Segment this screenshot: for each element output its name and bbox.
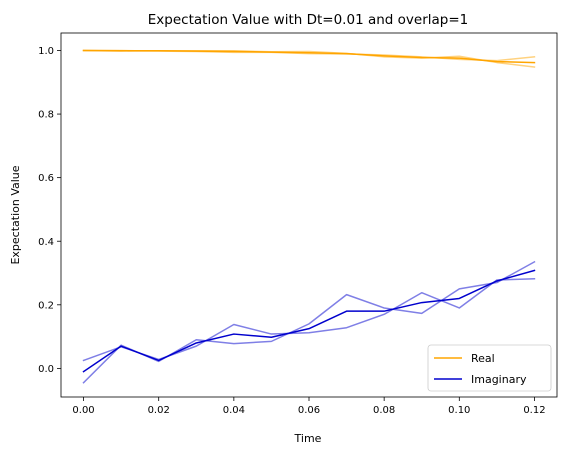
series-line-trial-5 bbox=[82, 277, 536, 362]
series-line-trial-4 bbox=[82, 260, 536, 384]
legend-label-real: Real bbox=[471, 352, 495, 365]
x-tick-label: 0.04 bbox=[223, 405, 245, 416]
legend: Real Imaginary bbox=[427, 344, 552, 392]
y-tick-label: 0.2 bbox=[38, 300, 54, 311]
chart-title: Expectation Value with Dt=0.01 and overl… bbox=[148, 12, 468, 28]
x-tick-label: 0.08 bbox=[373, 405, 395, 416]
legend-label-imaginary: Imaginary bbox=[471, 373, 527, 386]
y-tick-label: 0.6 bbox=[38, 173, 54, 184]
x-tick-label: 0.02 bbox=[148, 405, 170, 416]
x-axis: 0.00 0.02 0.04 0.06 0.08 0.10 0.12 bbox=[72, 397, 546, 416]
plot-frame bbox=[60, 32, 558, 398]
series-line-imaginary bbox=[82, 269, 536, 373]
series-layer bbox=[82, 49, 536, 384]
y-axis: 0.0 0.2 0.4 0.6 0.8 1.0 bbox=[38, 46, 61, 375]
y-tick-label: 0.0 bbox=[38, 364, 54, 375]
x-tick-label: 0.10 bbox=[448, 405, 470, 416]
x-tick-label: 0.00 bbox=[72, 405, 94, 416]
x-tick-label: 0.06 bbox=[298, 405, 320, 416]
y-tick-label: 0.4 bbox=[38, 237, 54, 248]
series-line-real bbox=[82, 49, 536, 64]
y-tick-label: 1.0 bbox=[38, 46, 54, 57]
y-axis-label: Expectation Value bbox=[9, 165, 22, 264]
x-axis-label: Time bbox=[294, 432, 322, 445]
x-tick-label: 0.12 bbox=[523, 405, 545, 416]
y-tick-label: 0.8 bbox=[38, 110, 54, 121]
